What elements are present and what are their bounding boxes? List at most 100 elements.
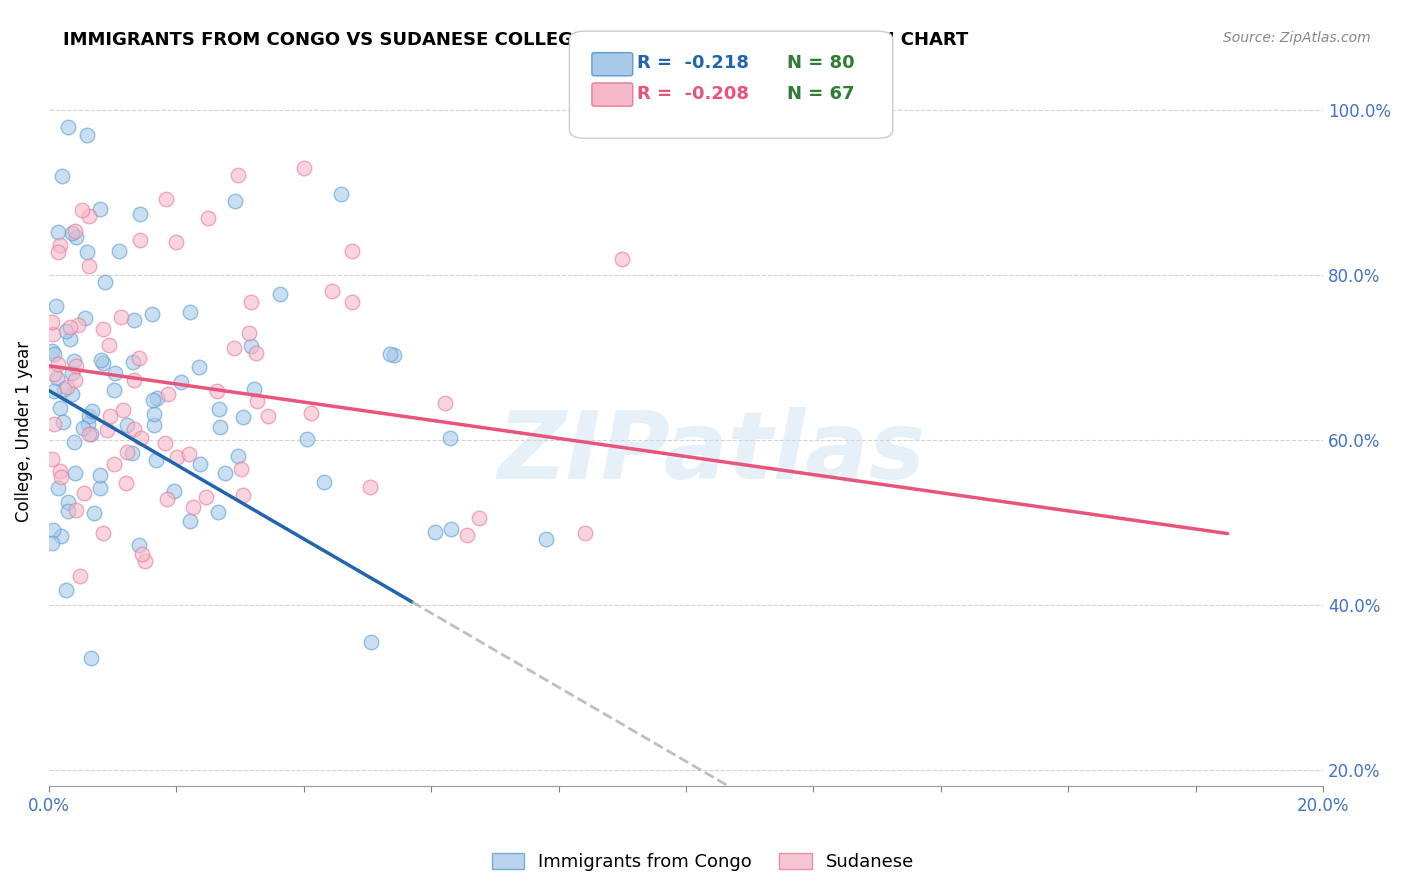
Point [77, 427, 100, 442]
Point [56, 120, 79, 134]
Point [330, 187, 353, 202]
Point [321, 284, 343, 298]
Point [77, 417, 100, 431]
Point [107, 244, 129, 258]
Point [222, 341, 245, 355]
Point [46, 244, 69, 259]
Point [187, 360, 209, 375]
Point [239, 294, 262, 309]
Point [141, 307, 163, 321]
Point [207, 384, 229, 399]
Point [156, 386, 179, 401]
Point [153, 436, 176, 450]
Point [76, 245, 98, 260]
Point [155, 192, 177, 206]
Point [129, 431, 152, 445]
Text: ZIPatlas: ZIPatlas [498, 407, 925, 499]
Point [162, 484, 184, 499]
Point [122, 355, 145, 369]
Point [165, 235, 187, 250]
Text: R =  -0.218: R = -0.218 [637, 54, 749, 72]
Point [228, 449, 250, 463]
Point [183, 500, 205, 514]
Point [60, 387, 83, 401]
Point [209, 420, 232, 434]
Point [145, 453, 167, 467]
Point [52, 382, 75, 396]
Text: IMMIGRANTS FROM CONGO VS SUDANESE COLLEGE, UNDER 1 YEAR CORRELATION CHART: IMMIGRANTS FROM CONGO VS SUDANESE COLLEG… [63, 31, 969, 49]
Point [58, 503, 80, 517]
Point [94, 275, 117, 289]
Point [98, 338, 121, 352]
Point [45, 371, 67, 385]
Point [59, 332, 82, 346]
Point [129, 234, 152, 248]
Point [179, 305, 201, 319]
Point [177, 447, 200, 461]
Point [48, 401, 70, 415]
Point [232, 488, 254, 502]
Point [45, 299, 67, 313]
Point [91, 356, 114, 370]
Point [59, 319, 82, 334]
Point [232, 409, 254, 424]
Point [56, 380, 79, 394]
Point [49, 464, 72, 478]
Point [197, 211, 219, 225]
Point [66, 318, 89, 333]
Point [60, 226, 83, 240]
Point [240, 339, 263, 353]
Point [128, 538, 150, 552]
Point [128, 207, 150, 221]
Point [42, 523, 65, 537]
Point [75, 310, 97, 325]
Point [79, 426, 101, 441]
Point [534, 532, 557, 546]
Point [170, 375, 193, 389]
Point [65, 503, 87, 517]
Point [41, 315, 63, 329]
Point [433, 396, 456, 410]
Point [89, 202, 111, 217]
Point [46, 481, 69, 495]
Point [63, 435, 86, 450]
Point [360, 634, 382, 648]
Point [243, 383, 266, 397]
Point [49, 237, 72, 252]
Point [91, 322, 114, 336]
Point [52, 415, 75, 429]
Point [134, 554, 156, 568]
Point [96, 423, 118, 437]
Point [46, 225, 69, 239]
Point [224, 194, 246, 209]
Point [439, 431, 461, 445]
Point [269, 287, 291, 301]
Point [238, 326, 260, 340]
Point [440, 522, 463, 536]
Point [49, 470, 72, 484]
Point [124, 373, 146, 387]
Point [142, 418, 165, 433]
Point [188, 457, 211, 471]
Point [214, 466, 236, 480]
Point [72, 420, 94, 434]
Point [55, 582, 77, 597]
Point [58, 494, 80, 508]
Point [65, 373, 87, 387]
Point [103, 383, 125, 397]
Text: N = 67: N = 67 [787, 85, 855, 103]
Point [146, 391, 169, 405]
Point [246, 394, 269, 409]
Point [110, 310, 132, 324]
Point [63, 353, 86, 368]
Point [76, 128, 98, 142]
Point [195, 491, 218, 505]
Point [89, 468, 111, 483]
Point [143, 407, 166, 421]
Point [179, 514, 201, 528]
Point [166, 450, 188, 464]
Point [79, 651, 101, 665]
Point [69, 569, 91, 583]
Point [121, 446, 143, 460]
Point [80, 404, 103, 418]
